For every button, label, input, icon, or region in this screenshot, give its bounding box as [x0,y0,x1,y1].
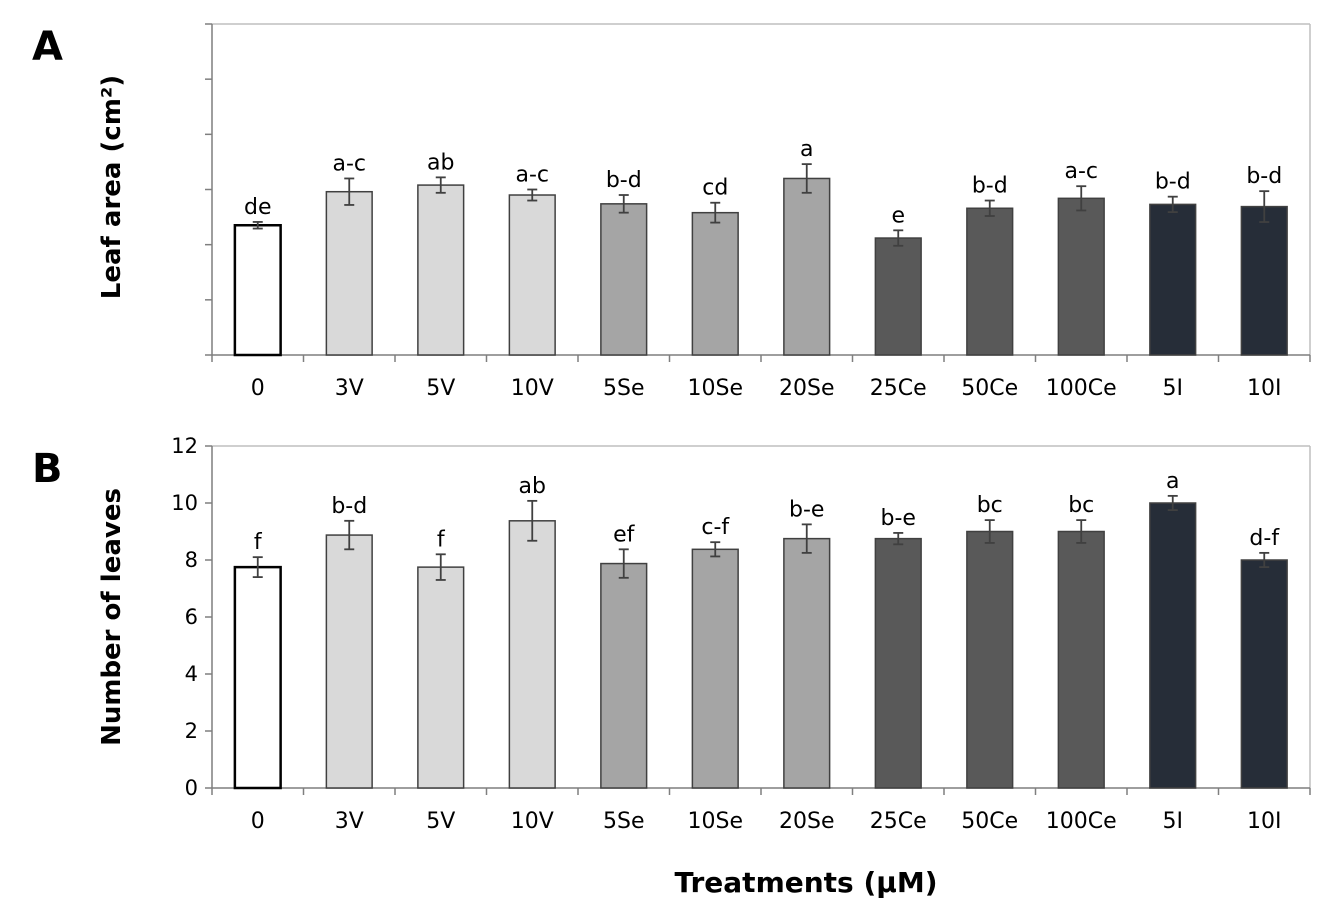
panel-a-x-tick-label: 20Se [779,376,835,401]
panel-b-bar-10I [1240,559,1288,789]
panel-b-y-tick-label: 8 [185,548,198,572]
panel-b-significance-letter: bc [977,493,1003,518]
panel-b-significance-letter: f [437,527,446,552]
panel-a-significance-letter: b-d [1246,164,1282,189]
panel-b-y-tick-label: 12 [171,434,198,458]
panel-a-x-tick-label: 3V [335,376,364,401]
panel-a-bar-5V [417,184,465,356]
panel-b-significance-letter: d-f [1249,526,1280,551]
panel-b-significance-letter: b-e [881,506,916,531]
panel-a-x-tick-label: 5Se [603,376,645,401]
panel-b-significance-letter: b-d [331,494,367,519]
panel-b-plot: 0 2 4 6 8 10 12 f 0 b-d 3V f 5V ab 10V ef 5Se c-f 10Se b-e 2… [171,434,1311,834]
panel-a-bar-10Se [691,211,739,356]
panel-b-significance-letter: bc [1068,493,1094,518]
panel-b-bar-3V [325,534,373,789]
panel-b-x-tick-label: 5V [426,809,455,834]
panel-b-x-tick-label: 5Se [603,809,645,834]
panel-b-x-tick-label: 20Se [779,809,835,834]
panel-a-significance-letter: de [244,195,272,220]
panel-a: A Leaf area (cm²) de 0 a-c 3V ab 5V a-c 10V b-d 5… [32,23,1311,401]
panel-a-x-tick-label: 5I [1163,376,1184,401]
panel-b-significance-letter: ab [519,474,546,499]
panel-b-bar-5I [1149,502,1197,789]
panel-b-y-tick-label: 0 [185,776,198,800]
panel-b-x-tick-label: 25Ce [870,809,927,834]
panel-b-bar-5V [417,566,465,789]
panel-a-bar-10V [508,194,556,356]
panel-a-significance-letter: a-c [515,163,549,188]
panel-a-bar-20Se [783,177,831,356]
panel-a-bar-10I [1240,205,1288,356]
panel-a-letter: A [32,24,63,70]
panel-b-x-tick-label: 10V [511,809,554,834]
panel-b-letter: B [32,446,63,492]
panel-a-significance-letter: e [891,203,905,228]
panel-a-significance-letter: cd [702,176,728,201]
panel-a-significance-letter: ab [427,150,454,175]
panel-b-y-tick-label: 6 [185,605,198,629]
panel-b-bar-0 [233,565,282,790]
panel-a-x-tick-label: 5V [426,376,455,401]
panel-b-y-tick-label: 4 [185,662,198,686]
panel-a-y-axis-label: Leaf area (cm²) [97,75,127,299]
panel-a-x-tick-label: 10I [1247,376,1281,401]
panel-a-x-tick-label: 10V [511,376,554,401]
panel-b-significance-letter: b-e [789,497,824,522]
panel-b: B Number of leaves 024681012f0b-d3Vf5Vab… [32,434,1311,834]
panel-a-significance-letter: a-c [1064,159,1098,184]
x-axis-label: Treatments (μM) [674,866,937,899]
panel-a-x-tick-label: 100Ce [1046,376,1117,401]
panel-a-significance-letter: a [800,137,813,162]
panel-a-plot: de 0 a-c 3V ab 5V a-c 10V b-d 5Se cd 10Se a 20Se e 25Ce… [205,23,1311,401]
panel-b-significance-letter: c-f [701,515,730,540]
panel-b-bar-50Ce [966,530,1014,789]
panel-a-bar-3V [325,190,373,356]
panel-b-bar-5Se [600,562,648,789]
panel-a-bar-5Se [600,203,648,356]
panel-a-significance-letter: b-d [1155,170,1191,195]
panel-a-x-tick-label: 10Se [688,376,744,401]
panel-b-x-tick-label: 0 [251,809,265,834]
panel-a-significance-letter: b-d [606,168,642,193]
panel-b-x-tick-label: 50Ce [961,809,1018,834]
panel-b-bar-10Se [691,548,739,789]
panel-b-y-tick-label: 2 [185,719,198,743]
panel-b-significance-letter: f [254,530,263,555]
panel-b-bar-100Ce [1057,530,1105,789]
panel-a-x-tick-label: 0 [251,376,265,401]
panel-a-bar-5I [1149,203,1197,356]
panel-b-significance-letter: ef [613,522,636,547]
panel-b-bar-10V [508,520,556,789]
panel-b-y-tick-label: 10 [171,491,198,515]
panel-a-significance-letter: a-c [332,151,366,176]
panel-a-bar-50Ce [966,207,1014,356]
panel-b-x-tick-label: 100Ce [1046,809,1117,834]
panel-b-bar-20Se [783,537,831,789]
panel-b-x-tick-label: 5I [1163,809,1184,834]
panel-b-significance-letter: a [1166,469,1179,494]
panel-b-x-tick-label: 10I [1247,809,1281,834]
panel-a-bar-100Ce [1057,197,1105,356]
panel-a-bar-0 [233,223,282,357]
panel-b-y-axis-label: Number of leaves [97,488,127,746]
panel-a-bar-25Ce [874,237,922,356]
panel-a-x-tick-label: 25Ce [870,376,927,401]
panel-b-bar-25Ce [874,537,922,789]
panel-a-significance-letter: b-d [972,174,1008,199]
panel-a-x-tick-label: 50Ce [961,376,1018,401]
panel-b-x-tick-label: 10Se [688,809,744,834]
panel-b-x-tick-label: 3V [335,809,364,834]
